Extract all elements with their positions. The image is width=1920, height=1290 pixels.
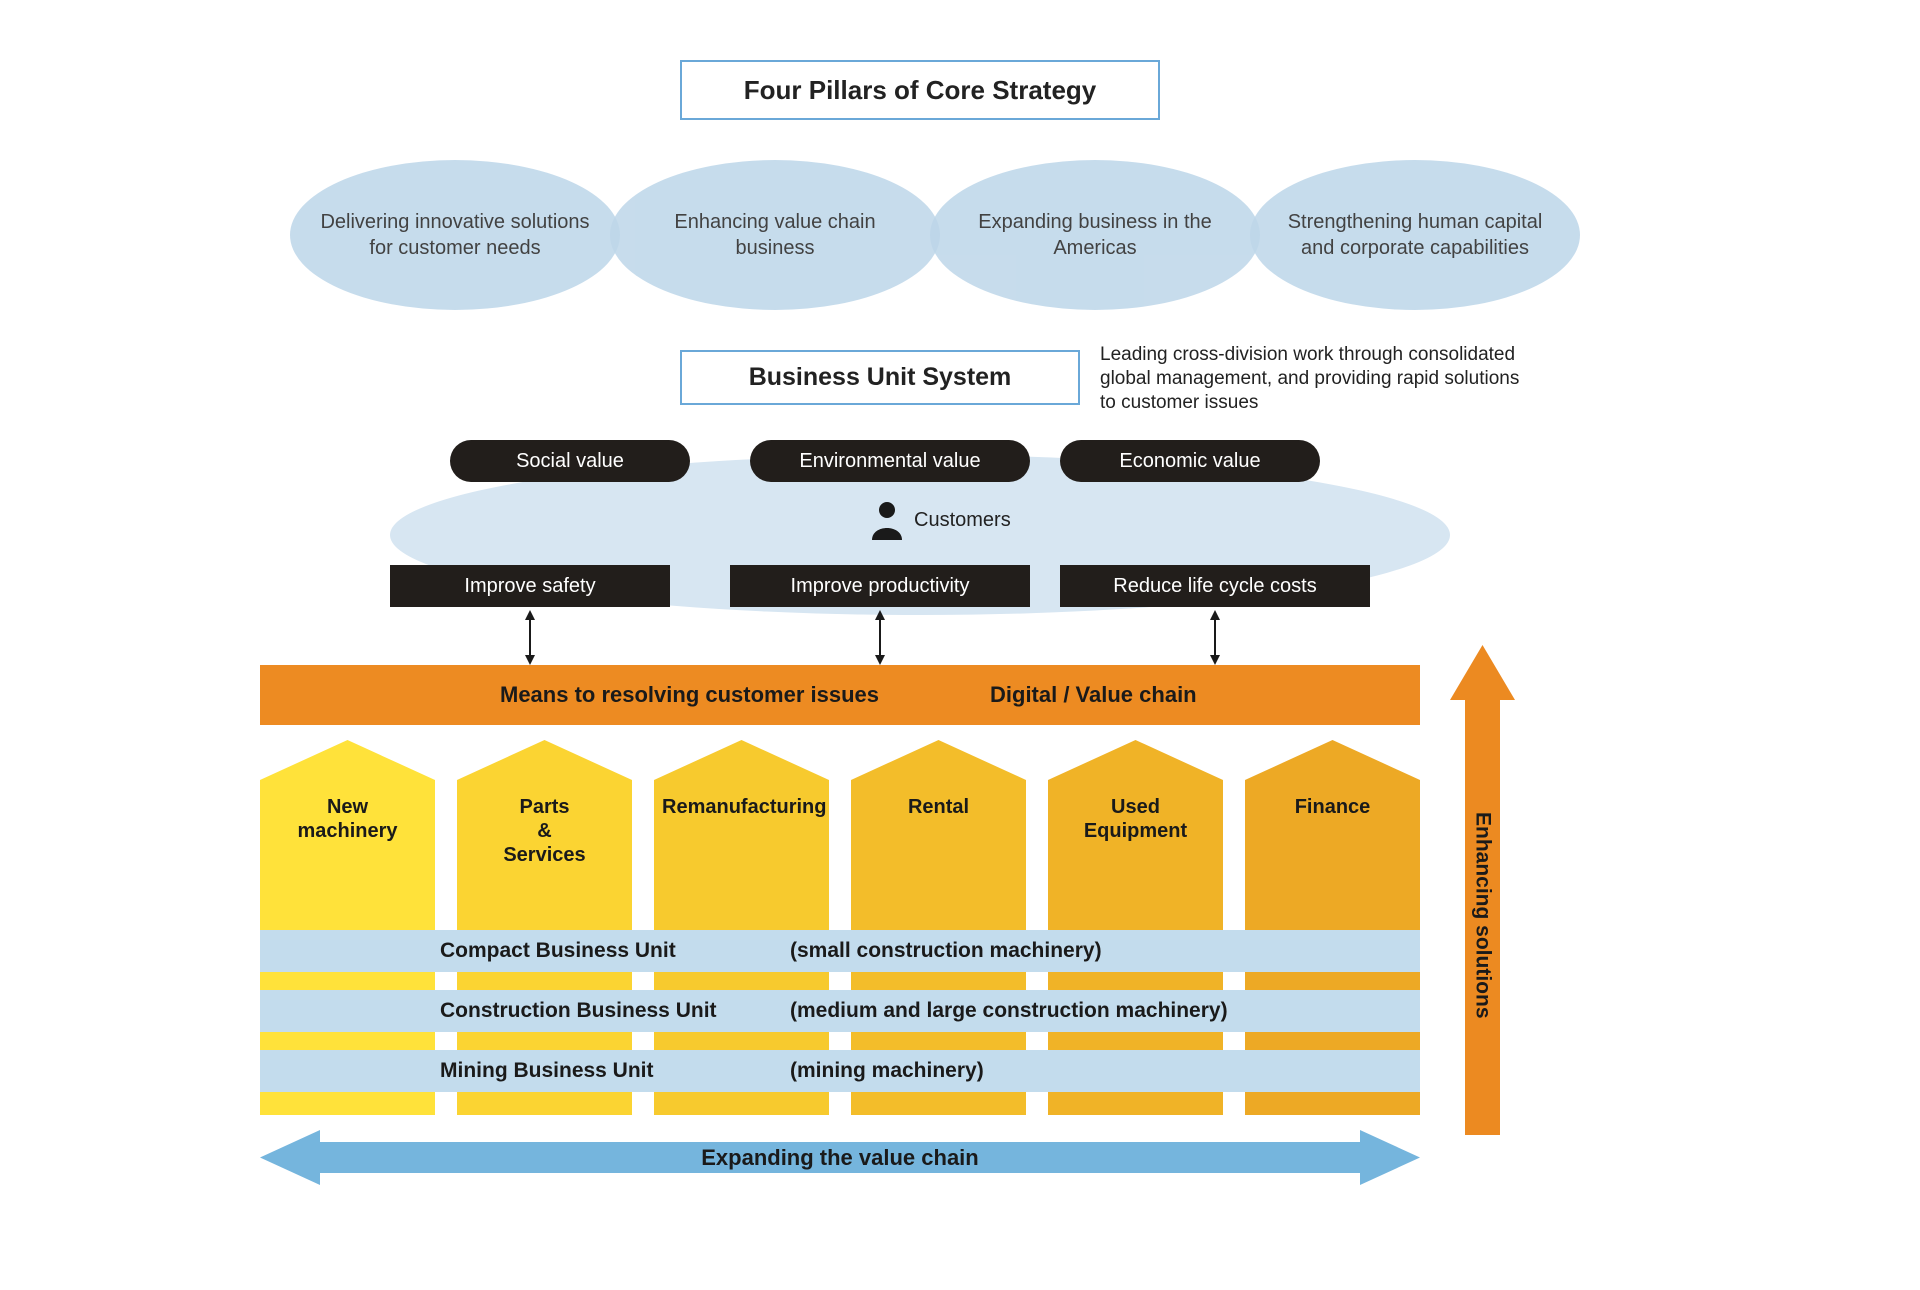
person-icon (870, 500, 904, 540)
double-arrow-3 (1205, 610, 1225, 665)
bu-system-description: Leading cross-division work through cons… (1100, 343, 1540, 414)
orange-means-bar: Means to resolving customer issues Digit… (260, 665, 1420, 725)
main-title-box: Four Pillars of Core Strategy (680, 60, 1160, 120)
bu-stripe-construction: Construction Business Unit (medium and l… (260, 990, 1420, 1032)
action-improve-safety: Improve safety (390, 565, 670, 607)
action-improve-productivity: Improve productivity (730, 565, 1030, 607)
double-arrow-1 (520, 610, 540, 665)
value-pill-economic: Economic value (1060, 440, 1320, 482)
customers-label: Customers (914, 509, 1011, 532)
pillar-1: Delivering innovative solutions for cust… (290, 160, 620, 310)
customers-label-group: Customers (870, 500, 1011, 540)
pillar-3: Expanding business in the Americas (930, 160, 1260, 310)
pillar-4: Strengthening human capital and corporat… (1250, 160, 1580, 310)
expanding-value-chain-label: Expanding the value chain (260, 1130, 1420, 1185)
bu-system-title-box: Business Unit System (680, 350, 1080, 405)
bu-system-title: Business Unit System (749, 363, 1012, 392)
value-pill-social: Social value (450, 440, 690, 482)
orange-bar-left-text: Means to resolving customer issues (500, 682, 879, 708)
main-title: Four Pillars of Core Strategy (744, 75, 1097, 106)
bu-stripe-mining: Mining Business Unit (mining machinery) (260, 1050, 1420, 1092)
strategy-diagram: Four Pillars of Core Strategy Delivering… (260, 60, 1660, 1230)
value-pill-environmental: Environmental value (750, 440, 1030, 482)
enhancing-solutions-label: Enhancing solutions (1450, 645, 1515, 1135)
pillar-2: Enhancing value chain business (610, 160, 940, 310)
enhancing-solutions-arrow: Enhancing solutions (1450, 645, 1515, 1135)
expanding-value-chain-arrow: Expanding the value chain (260, 1130, 1420, 1185)
bu-stripe-compact: Compact Business Unit (small constructio… (260, 930, 1420, 972)
action-reduce-costs: Reduce life cycle costs (1060, 565, 1370, 607)
double-arrow-2 (870, 610, 890, 665)
orange-bar-right-text: Digital / Value chain (990, 682, 1197, 708)
